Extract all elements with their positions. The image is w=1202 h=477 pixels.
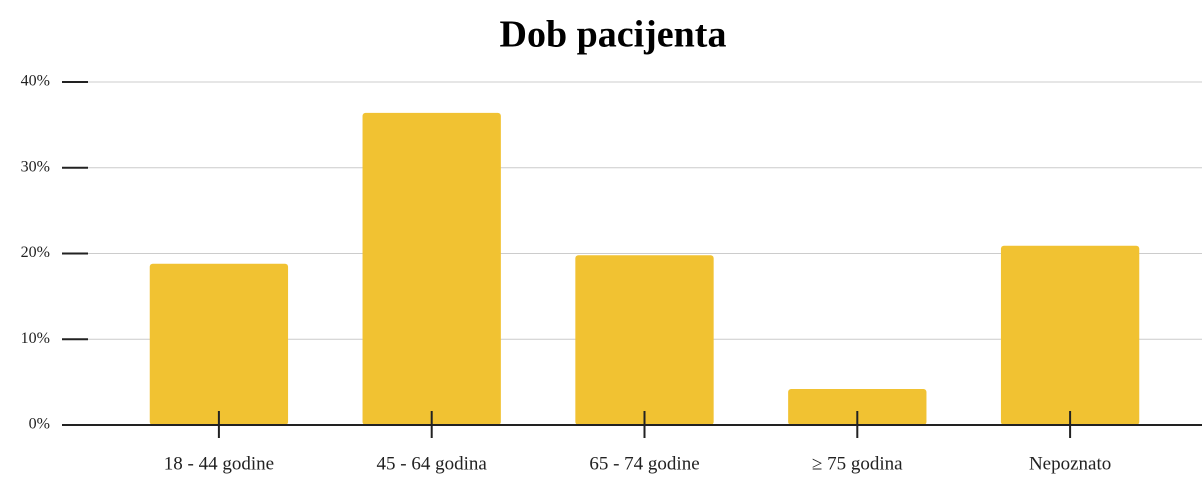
bar <box>788 388 927 425</box>
x-tick-label: Nepoznato <box>1029 453 1111 474</box>
bar <box>149 263 289 425</box>
y-tick-label: 20% <box>21 244 50 261</box>
x-tick-label: 18 - 44 godine <box>164 453 274 474</box>
x-tick-label: 65 - 74 godine <box>589 453 699 474</box>
y-tick-label: 0% <box>29 416 50 433</box>
x-tick-label: ≥ 75 godina <box>812 453 903 474</box>
bar <box>575 255 714 425</box>
chart-title: Dob pacijenta <box>500 14 727 56</box>
bar <box>362 112 501 426</box>
y-tick-label: 30% <box>21 158 50 175</box>
y-tick-label: 40% <box>21 73 50 90</box>
y-tick-label: 10% <box>21 330 50 347</box>
bar <box>1000 245 1140 425</box>
x-tick-label: 45 - 64 godina <box>377 453 488 474</box>
